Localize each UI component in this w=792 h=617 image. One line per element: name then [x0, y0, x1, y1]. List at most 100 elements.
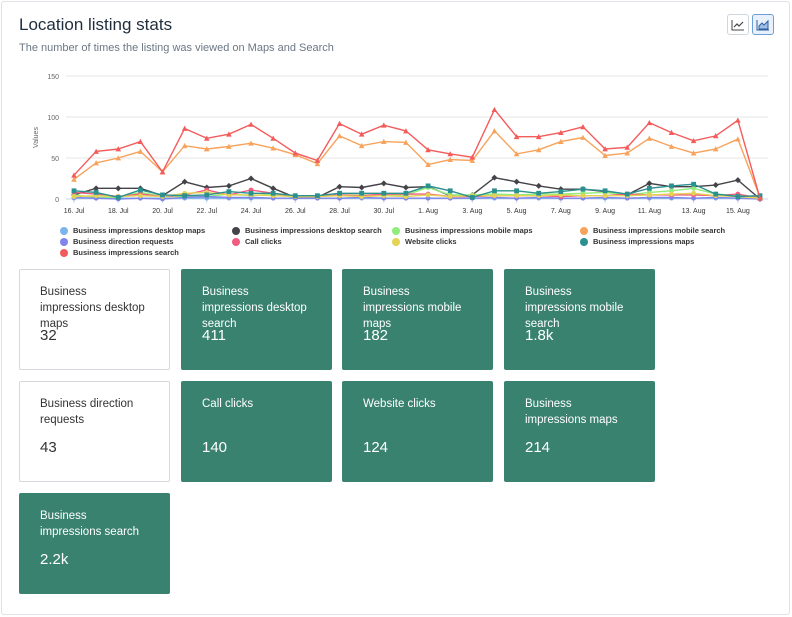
data-point	[491, 128, 498, 134]
legend-item[interactable]: Call clicks	[232, 237, 282, 246]
data-point	[668, 129, 675, 135]
legend-item[interactable]: Business impressions mobile search	[580, 226, 725, 235]
data-point	[734, 177, 741, 184]
data-point	[248, 121, 254, 127]
data-point	[226, 143, 232, 149]
stat-tile[interactable]: Business impressions search 2.2k	[19, 493, 170, 594]
stat-label: Business impressions maps	[525, 398, 618, 426]
data-point	[248, 175, 255, 182]
y-axis-label: Values	[33, 127, 40, 148]
area-chart-icon	[756, 19, 769, 30]
legend-item[interactable]: Business impressions desktop search	[232, 226, 382, 235]
stat-value: 140	[202, 439, 228, 456]
data-point	[624, 150, 631, 156]
stat-tile[interactable]: Business impressions mobile maps 182	[342, 269, 493, 370]
data-point	[292, 150, 299, 156]
legend-swatch	[392, 226, 400, 235]
legend-item[interactable]: Business impressions search	[60, 248, 179, 257]
stat-label: Business impressions desktop search	[202, 286, 307, 330]
data-point	[248, 140, 254, 146]
data-point	[381, 190, 387, 196]
page-subtitle: The number of times the listing was view…	[19, 42, 334, 54]
data-point	[514, 188, 519, 194]
data-point	[182, 193, 188, 199]
data-point	[691, 195, 697, 201]
area-chart-toggle[interactable]	[752, 14, 774, 35]
stat-tile[interactable]: Business impressions desktop search 411	[181, 269, 332, 370]
data-point	[380, 180, 387, 187]
x-tick-label: 26. Jul	[285, 208, 306, 215]
line-chart: 0 50 100 150 Values 16. Jul 18. Jul 20. Jul 22. …	[33, 74, 768, 215]
legend-item[interactable]: Business impressions mobile maps	[392, 226, 533, 235]
stat-value: 124	[363, 439, 389, 456]
data-point	[203, 146, 210, 152]
data-point	[735, 117, 741, 123]
stat-value: 32	[40, 327, 57, 344]
legend-label: Business impressions maps	[593, 237, 695, 246]
data-point	[602, 193, 608, 199]
data-point	[669, 188, 674, 194]
x-tick-label: 22. Jul	[196, 208, 217, 215]
x-tick-label: 18. Jul	[108, 208, 129, 215]
x-tick-label: 7. Aug	[551, 208, 571, 215]
data-point	[270, 145, 276, 151]
x-tick-label: 24. Jul	[241, 208, 262, 215]
data-point	[159, 169, 166, 175]
stat-tile[interactable]: Business impressions mobile search 1.8k	[504, 269, 655, 370]
stat-value: 214	[525, 439, 551, 456]
legend-label: Website clicks	[405, 237, 457, 246]
legend-swatch	[232, 226, 240, 235]
series-line	[73, 108, 761, 199]
legend-swatch	[392, 237, 400, 246]
data-point	[558, 189, 564, 195]
x-tick-label: 5. Aug	[507, 208, 527, 215]
data-point	[690, 137, 697, 144]
stat-tile[interactable]: Business direction requests 43	[19, 381, 170, 482]
data-point	[402, 184, 409, 191]
line-chart-toggle[interactable]	[727, 14, 749, 35]
legend-item[interactable]: Business impressions desktop maps	[60, 226, 205, 235]
legend-swatch	[60, 248, 68, 257]
data-point	[93, 160, 99, 166]
data-point	[712, 133, 719, 139]
data-point	[270, 190, 276, 196]
data-point	[336, 120, 343, 126]
x-tick-label: 3. Aug	[462, 208, 482, 215]
data-point	[314, 160, 321, 167]
legend-item[interactable]: Business direction requests	[60, 237, 173, 246]
data-point	[447, 156, 453, 163]
stat-tile[interactable]: Business impressions maps 214	[504, 381, 655, 482]
data-point	[646, 185, 652, 191]
stat-tile[interactable]: Call clicks 140	[181, 381, 332, 482]
data-point	[691, 181, 697, 187]
data-point	[93, 185, 100, 192]
series-line	[73, 183, 761, 199]
data-point	[425, 195, 431, 201]
data-point	[690, 150, 697, 156]
data-point	[535, 133, 542, 140]
legend-label: Business impressions search	[73, 248, 179, 257]
data-point	[425, 183, 431, 189]
data-point	[137, 187, 143, 193]
data-point	[469, 157, 476, 163]
data-point	[71, 176, 77, 182]
stat-tile[interactable]: Website clicks 124	[342, 381, 493, 482]
legend-item[interactable]: Business impressions maps	[580, 237, 694, 246]
data-point	[115, 194, 121, 200]
legend-label: Business impressions mobile maps	[405, 226, 533, 235]
stat-label: Business impressions search	[40, 510, 140, 538]
stat-label: Business impressions mobile search	[525, 286, 624, 330]
stat-tile[interactable]: Business impressions desktop maps 32	[19, 269, 170, 370]
series-line	[73, 176, 761, 200]
data-point	[181, 178, 188, 185]
data-point	[735, 194, 741, 199]
legend-item[interactable]: Website clicks	[392, 237, 457, 246]
legend-label: Call clicks	[245, 237, 282, 246]
data-point	[469, 194, 475, 200]
legend-swatch	[232, 237, 240, 246]
data-point	[447, 194, 453, 199]
data-point	[314, 157, 321, 163]
data-point	[513, 133, 520, 140]
data-point	[447, 188, 453, 194]
